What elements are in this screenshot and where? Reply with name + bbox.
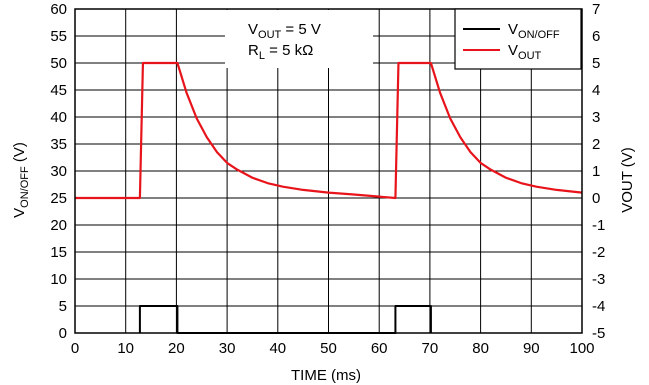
y-tick-label-left: 35 xyxy=(50,136,67,153)
legend-label-von-off: VON/OFF xyxy=(508,21,560,41)
y-tick-label-left: 25 xyxy=(50,190,67,207)
annotation-line-2: RL = 5 kΩ xyxy=(248,42,313,62)
legend: VON/OFF VOUT xyxy=(454,8,582,70)
y-tick-label-left: 40 xyxy=(50,109,67,126)
y-tick-label-right: -2 xyxy=(592,244,605,261)
y-tick-label-right: 5 xyxy=(592,55,600,72)
y-tick-label-left: 0 xyxy=(59,325,67,342)
annotation-1-sub: OUT xyxy=(258,29,282,41)
y-tick-label-right: 0 xyxy=(592,190,600,207)
y-tick-label-right: -1 xyxy=(592,217,605,234)
x-tick-label: 40 xyxy=(269,340,286,357)
y-tick-label-left: 5 xyxy=(59,298,67,315)
y-tick-label-right: 6 xyxy=(592,28,600,45)
y-tick-label-right: -5 xyxy=(592,325,605,342)
y-tick-label-left: 20 xyxy=(50,217,67,234)
y-tick-label-left: 60 xyxy=(50,1,67,18)
y-axis-label-rest: (V) xyxy=(11,142,28,166)
y-tick-label-left: 45 xyxy=(50,82,67,99)
y-tick-label-right: 1 xyxy=(592,163,600,180)
y-axis-label-sub: ON/OFF xyxy=(19,166,31,208)
series-line-von-off xyxy=(138,305,432,334)
plot-frame xyxy=(74,8,583,334)
y-tick-label-left: 15 xyxy=(50,244,67,261)
x-tick-label: 10 xyxy=(117,340,134,357)
annotation-2-main: R xyxy=(248,42,259,59)
x-tick-label: 100 xyxy=(569,340,594,357)
y-tick-label-left: 55 xyxy=(50,28,67,45)
x-tick-label: 50 xyxy=(320,340,337,357)
y-axis-label-right: VOUT (V) xyxy=(619,147,636,213)
y-tick-label-right: 2 xyxy=(592,136,600,153)
x-tick-label: 60 xyxy=(371,340,388,357)
y-tick-label-right: -4 xyxy=(592,298,605,315)
y-tick-label-right: 7 xyxy=(592,1,600,18)
y-tick-label-left: 50 xyxy=(50,55,67,72)
y-tick-label-left: 30 xyxy=(50,163,67,180)
y-axis-label-left: VON/OFF (V) xyxy=(11,142,31,218)
y-tick-label-left: 10 xyxy=(50,271,67,288)
annotation-line-1: VOUT = 5 V xyxy=(248,21,321,41)
series-line-vout xyxy=(75,61,583,200)
y-tick-label-right: -3 xyxy=(592,271,605,288)
x-axis-label: TIME (ms) xyxy=(291,367,361,384)
y-tick-label-right: 4 xyxy=(592,82,600,99)
annotation-2-rest: = 5 kΩ xyxy=(265,42,313,59)
annotation-box: VOUT = 5 V RL = 5 kΩ xyxy=(225,10,373,68)
annotation-1-rest: = 5 V xyxy=(281,21,321,38)
y-tick-label-right: 3 xyxy=(592,109,600,126)
legend-label-vout: VOUT xyxy=(508,42,542,62)
x-tick-label: 0 xyxy=(71,340,79,357)
x-tick-label: 30 xyxy=(219,340,236,357)
annotation-1-main: V xyxy=(248,21,258,38)
x-tick-label: 90 xyxy=(523,340,540,357)
legend-box xyxy=(454,8,582,70)
x-tick-label: 80 xyxy=(472,340,489,357)
tick-labels: 0 10 20 30 40 50 60 70 80 90 100051015202530354045… xyxy=(50,1,605,357)
x-tick-label: 70 xyxy=(422,340,439,357)
y-axis-label-main: V xyxy=(11,208,28,218)
annotation-2-sub: L xyxy=(259,50,265,62)
x-tick-label: 20 xyxy=(168,340,185,357)
